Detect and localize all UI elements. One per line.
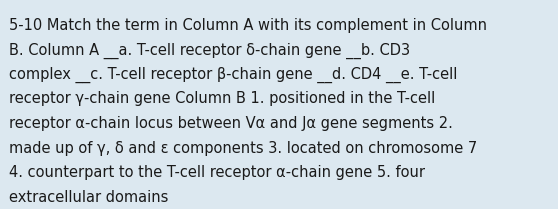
Text: B. Column A __a. T-cell receptor δ-chain gene __b. CD3: B. Column A __a. T-cell receptor δ-chain…	[9, 42, 410, 59]
Text: receptor γ-chain gene Column B 1. positioned in the T-cell: receptor γ-chain gene Column B 1. positi…	[9, 92, 435, 107]
Text: 4. counterpart to the T-cell receptor α-chain gene 5. four: 4. counterpart to the T-cell receptor α-…	[9, 165, 425, 180]
Text: extracellular domains: extracellular domains	[9, 190, 169, 204]
Text: receptor α-chain locus between Vα and Jα gene segments 2.: receptor α-chain locus between Vα and Jα…	[9, 116, 453, 131]
Text: complex __c. T-cell receptor β-chain gene __d. CD4 __e. T-cell: complex __c. T-cell receptor β-chain gen…	[9, 67, 458, 83]
Text: made up of γ, δ and ε components 3. located on chromosome 7: made up of γ, δ and ε components 3. loca…	[9, 140, 477, 155]
Text: 5-10 Match the term in Column A with its complement in Column: 5-10 Match the term in Column A with its…	[9, 18, 487, 33]
